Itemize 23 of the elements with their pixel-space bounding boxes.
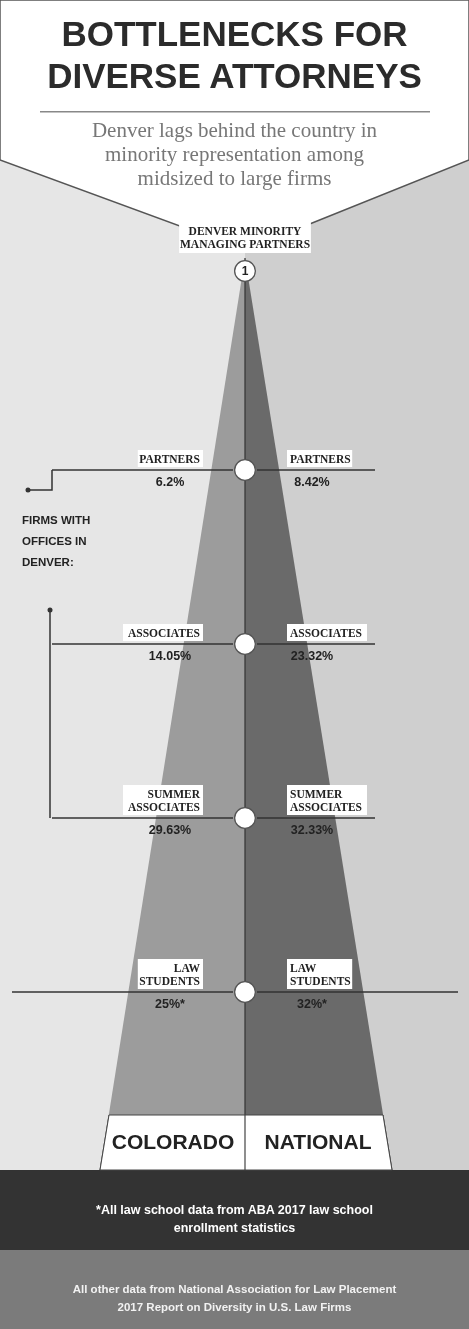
text: *All law school data from ABA 2017 law school enrollment statistics: [96, 1203, 373, 1235]
category-label: SUMMER ASSOCIATES: [127, 788, 201, 813]
category-label: LAW STUDENTS: [290, 962, 351, 987]
category-label: SUMMER ASSOCIATES: [290, 788, 363, 813]
text: BOTTLENECKS FOR DIVERSE ATTORNEYS: [47, 14, 422, 95]
series-label: NATIONAL: [264, 1130, 372, 1153]
data-label: 32%*: [297, 997, 328, 1011]
series-label: COLORADO: [111, 1130, 235, 1153]
data-label: 25%*: [155, 997, 186, 1011]
text: Denver lags behind the country in minority representation among midsized to large firms: [91, 118, 378, 190]
category-label: ASSOCIATES: [290, 627, 363, 639]
data-label: 32.33%: [290, 823, 334, 837]
category-label: ASSOCIATES: [127, 627, 200, 639]
text: FIRMS WITH OFFICES IN DENVER:: [22, 514, 91, 568]
text: 1: [241, 264, 249, 278]
category-label: LAW STUDENTS: [139, 962, 201, 987]
category-label: PARTNERS: [139, 453, 200, 465]
data-label: 6.2%: [155, 475, 185, 489]
category-label: PARTNERS: [290, 453, 351, 465]
text: DENVER MINORITY MANAGING PARTNERS: [179, 225, 311, 250]
data-label: 14.05%: [148, 649, 192, 663]
text: All other data from National Association for Law Placement 2017 Report on Diversity in U.S. Law Firms: [72, 1283, 397, 1313]
data-label: 8.42%: [294, 475, 330, 489]
